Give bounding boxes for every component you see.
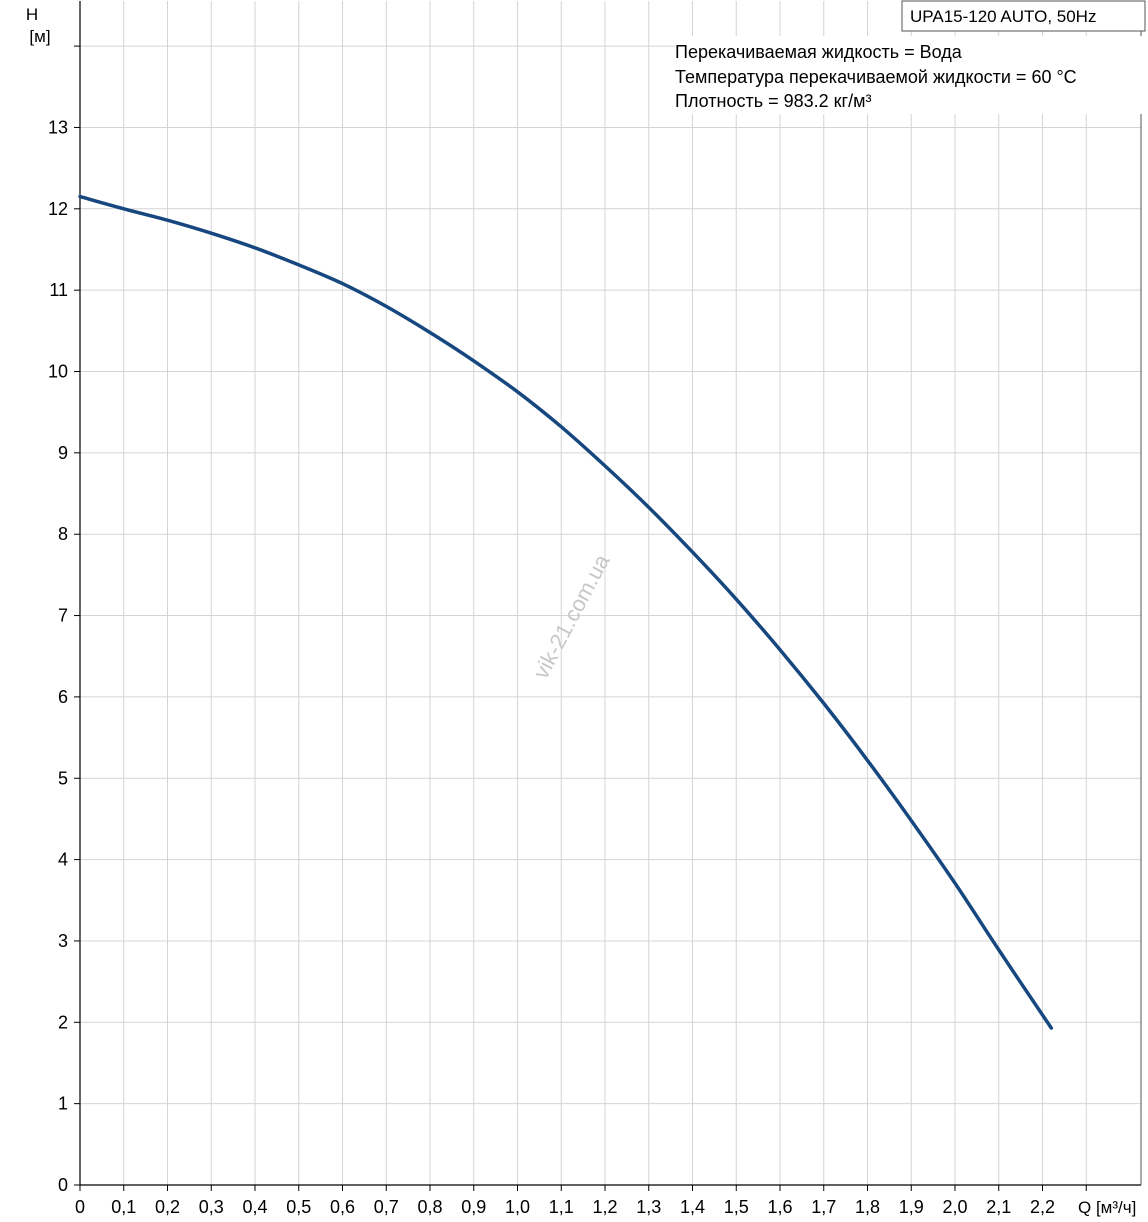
x-tick-label: 1,3: [636, 1197, 661, 1217]
x-tick-label: 1,4: [680, 1197, 705, 1217]
x-tick-label: 1,1: [549, 1197, 574, 1217]
x-tick-label: 2,0: [942, 1197, 967, 1217]
x-tick-label: 1,6: [767, 1197, 792, 1217]
x-tick-label: 0: [75, 1197, 85, 1217]
y-axis-title-unit: [м]: [29, 27, 50, 46]
x-tick-label: 0,1: [111, 1197, 136, 1217]
model-label-box: [901, 0, 1146, 32]
info-box-background: [675, 36, 1143, 114]
x-tick-label: 0,2: [155, 1197, 180, 1217]
x-tick-label: 1,9: [899, 1197, 924, 1217]
y-tick-label: 11: [49, 280, 68, 300]
y-tick-label: 0: [58, 1175, 68, 1195]
x-tick-label: 0,5: [286, 1197, 311, 1217]
x-tick-label: 0,7: [374, 1197, 399, 1217]
x-tick-label: 1,2: [592, 1197, 617, 1217]
x-tick-label: 0,8: [417, 1197, 442, 1217]
y-tick-label: 5: [58, 768, 68, 788]
x-tick-label: 0,9: [461, 1197, 486, 1217]
axis-ticks: [74, 45, 1087, 1191]
y-axis-title-symbol: H: [26, 5, 38, 24]
x-tick-label: 1,5: [724, 1197, 749, 1217]
x-tick-label: 0,3: [199, 1197, 224, 1217]
x-tick-label: 2,1: [986, 1197, 1011, 1217]
x-tick-label: 0,4: [242, 1197, 267, 1217]
series-line-pump-curve: [78, 194, 1054, 1030]
y-tick-label: 10: [48, 362, 68, 382]
y-tick-label: 1: [58, 1094, 68, 1114]
y-tick-label: 6: [58, 687, 68, 707]
series: [78, 194, 1054, 1030]
info-line-fluid: Перекачиваемая жидкость = Вода: [675, 42, 963, 62]
y-tick-label: 12: [48, 199, 68, 219]
y-tick-label: 2: [58, 1012, 68, 1032]
x-tick-labels: 0 0,1 0,2 0,3 0,4 0,5 0,6 0,7 0,8 0,9 1,0 1,1 1,2 1,3…: [75, 1197, 1055, 1217]
y-tick-label: 13: [48, 117, 68, 137]
y-tick-label: 7: [58, 606, 68, 626]
info-line-density: Плотность = 983.2 кг/м³: [675, 91, 871, 111]
y-tick-label: 3: [58, 931, 68, 951]
model-label: UPA15-120 AUTO, 50Hz: [910, 7, 1096, 26]
grid-lines: [80, 1, 1141, 1185]
y-tick-label: 4: [58, 850, 68, 870]
x-tick-label: 2,2: [1030, 1197, 1055, 1217]
y-tick-label: 9: [58, 443, 68, 463]
x-tick-label: 1,7: [811, 1197, 836, 1217]
y-tick-label: 8: [58, 524, 68, 544]
info-line-temperature: Температура перекачиваемой жидкости = 60…: [675, 67, 1077, 87]
x-tick-label: 1,0: [505, 1197, 530, 1217]
x-tick-label: 1,8: [855, 1197, 880, 1217]
x-tick-label: 0,6: [330, 1197, 355, 1217]
x-axis-title: Q [м³/ч]: [1078, 1198, 1136, 1217]
